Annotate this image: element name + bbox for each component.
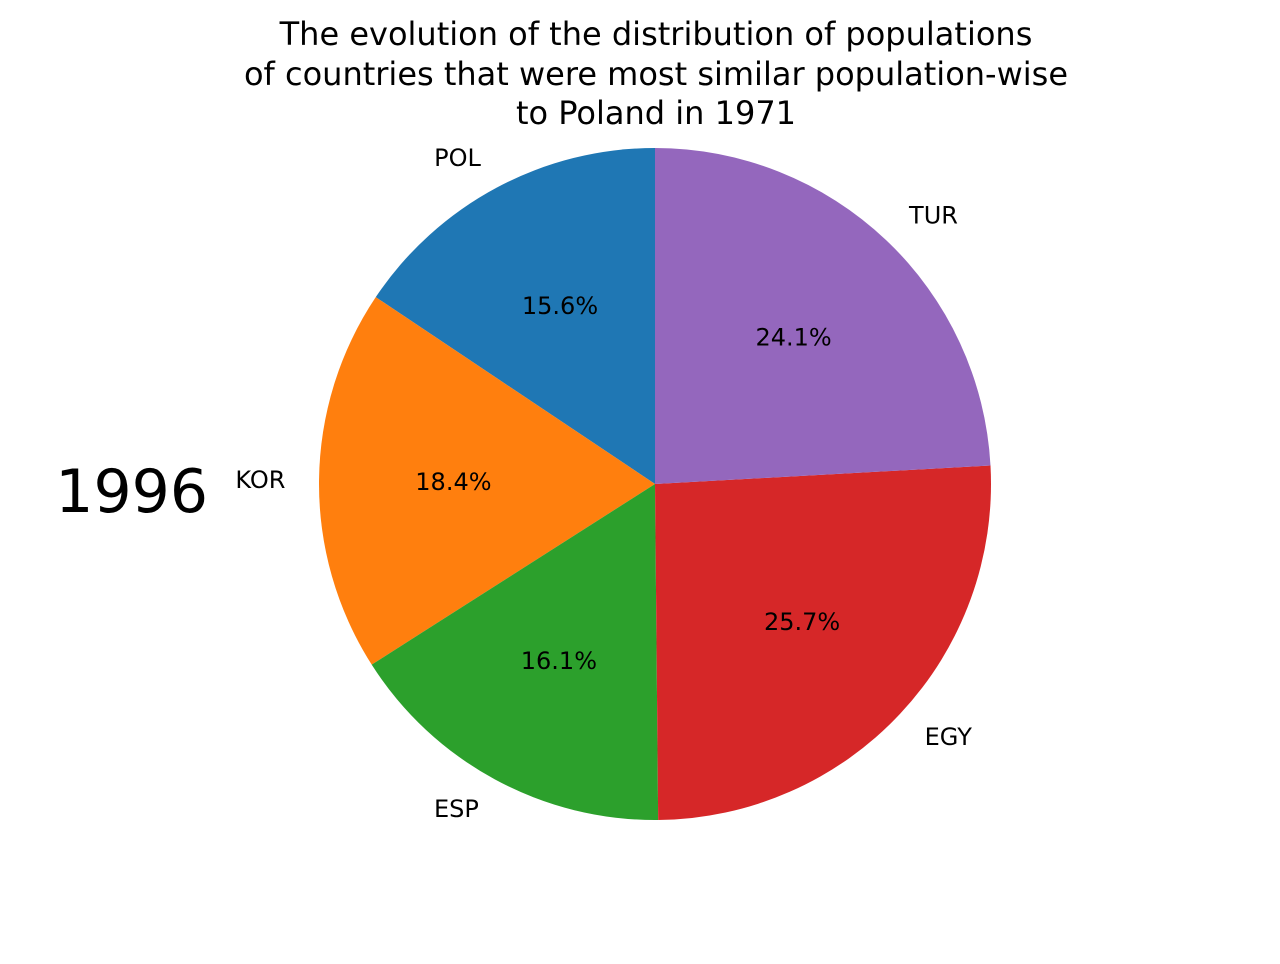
pie-slices <box>319 148 991 820</box>
pie-slice-egy <box>655 465 991 820</box>
chart-title-line-1: The evolution of the distribution of pop… <box>279 15 1033 53</box>
slice-label-egy: EGY <box>925 723 973 751</box>
slice-percent-kor: 18.4% <box>415 468 491 496</box>
pie-slice-esp <box>371 484 659 820</box>
slice-percent-pol: 15.6% <box>522 292 598 320</box>
slice-label-esp: ESP <box>434 795 479 823</box>
year-label: 1996 <box>55 457 208 527</box>
pie-labels: POL 15.6% KOR 18.4% ESP 16.1% EGY 25.7% TUR 24.1% <box>235 144 972 823</box>
slice-label-kor: KOR <box>235 466 285 494</box>
pie-slice-tur <box>655 148 991 484</box>
pie-slice-pol <box>375 148 655 484</box>
slice-percent-egy: 25.7% <box>764 608 840 636</box>
chart-title-line-2: of countries that were most similar popu… <box>244 55 1068 93</box>
chart-title: The evolution of the distribution of pop… <box>244 15 1068 132</box>
pie-slice-kor <box>319 297 655 665</box>
slice-percent-esp: 16.1% <box>521 647 597 675</box>
slice-percent-tur: 24.1% <box>755 324 831 352</box>
slice-label-tur: TUR <box>908 202 958 230</box>
chart-title-line-3: to Poland in 1971 <box>516 94 796 132</box>
slice-label-pol: POL <box>434 144 481 172</box>
